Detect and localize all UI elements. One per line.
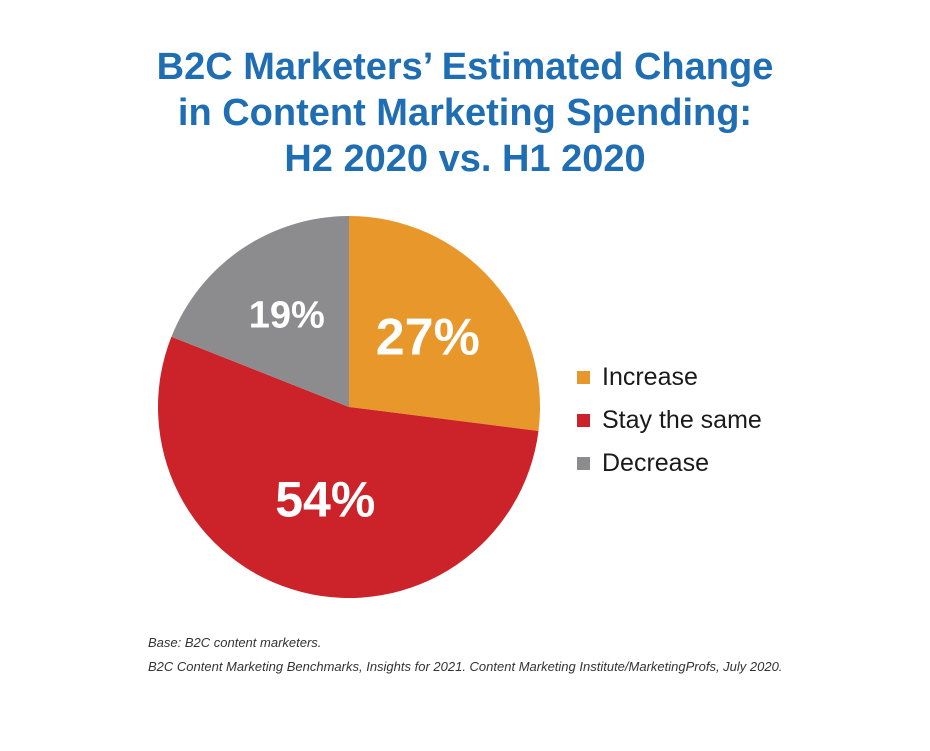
legend-label-stay-the-same: Stay the same xyxy=(602,406,762,434)
legend-swatch-decrease xyxy=(577,457,590,470)
legend-item-increase: Increase xyxy=(577,356,762,399)
legend-label-increase: Increase xyxy=(602,363,698,391)
pie-slice-increase xyxy=(349,216,540,431)
pie-slice-stay-the-same xyxy=(157,336,539,599)
chart-title-line-2: in Content Marketing Spending: xyxy=(177,92,753,134)
pie-slice-decrease xyxy=(171,216,349,407)
legend-item-stay-the-same: Stay the same xyxy=(577,399,762,442)
legend-item-decrease: Decrease xyxy=(577,442,762,485)
chart-title: B2C Marketers’ Estimated Change in Conte… xyxy=(0,44,930,182)
chart-title-line-1: B2C Marketers’ Estimated Change xyxy=(156,46,774,88)
chart-legend: Increase Stay the same Decrease xyxy=(577,356,762,485)
footnote-base: Base: B2C content marketers. xyxy=(148,635,322,650)
pie-label-decrease: 19% xyxy=(249,294,325,336)
chart-footnote: Base: B2C content marketers. B2C Content… xyxy=(148,631,782,679)
footnote-source: B2C Content Marketing Benchmarks, Insigh… xyxy=(148,659,783,674)
pie-label-stay-the-same: 54% xyxy=(275,471,375,527)
legend-label-decrease: Decrease xyxy=(602,449,709,477)
legend-swatch-stay-the-same xyxy=(577,414,590,427)
pie-label-increase: 27% xyxy=(376,309,480,367)
legend-swatch-increase xyxy=(577,371,590,384)
chart-title-line-3: H2 2020 vs. H1 2020 xyxy=(284,138,646,180)
